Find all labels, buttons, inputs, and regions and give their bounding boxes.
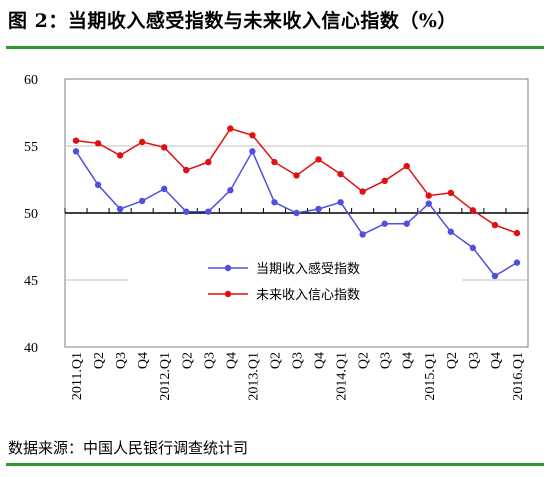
gridlines bbox=[65, 145, 528, 281]
data-point bbox=[425, 192, 432, 199]
data-point bbox=[94, 140, 102, 147]
x-tick-label: 2011.Q1 bbox=[70, 352, 85, 400]
x-tick-label: Q3 bbox=[379, 352, 394, 369]
data-point bbox=[293, 209, 300, 217]
x-tick-label: Q2 bbox=[180, 352, 195, 369]
data-point bbox=[227, 187, 234, 194]
legend-item-series-0: 当期收入感受指数 bbox=[208, 261, 360, 277]
data-point bbox=[491, 221, 499, 229]
data-point bbox=[403, 220, 410, 227]
data-point bbox=[271, 199, 278, 206]
y-tick-label-50: 50 bbox=[24, 207, 38, 222]
x-tick-label: Q3 bbox=[467, 352, 482, 369]
data-point bbox=[469, 244, 477, 252]
data-point bbox=[183, 208, 190, 215]
data-point bbox=[72, 148, 80, 155]
data-point bbox=[94, 181, 102, 189]
data-point bbox=[271, 158, 278, 166]
data-point bbox=[315, 205, 322, 213]
data-point bbox=[359, 231, 366, 238]
bottom-rule bbox=[6, 463, 544, 466]
source-note: 数据来源：中国人民银行调查统计司 bbox=[8, 439, 249, 457]
data-point bbox=[205, 208, 212, 215]
series bbox=[72, 125, 521, 280]
y-tick-label-40: 40 bbox=[24, 341, 38, 356]
y-tick-label-45: 45 bbox=[24, 274, 38, 289]
x-tick-label: 2015.Q1 bbox=[423, 352, 438, 401]
x-tick-label: 2016.Q1 bbox=[511, 352, 526, 401]
data-point bbox=[491, 272, 499, 280]
data-point bbox=[447, 228, 455, 235]
x-tick-label: Q2 bbox=[268, 352, 283, 369]
figure-title: 图 2：当期收入感受指数与未来收入信心指数（%） bbox=[8, 10, 457, 32]
legend-label-series-1: 未来收入信心指数 bbox=[256, 288, 360, 303]
data-point bbox=[403, 162, 410, 170]
legend-marker-series-1 bbox=[224, 290, 232, 298]
data-point bbox=[381, 177, 388, 185]
data-point bbox=[138, 197, 146, 205]
x-tick-label: 2014.Q1 bbox=[335, 352, 350, 401]
x-tick-label: Q3 bbox=[291, 352, 306, 369]
data-point bbox=[161, 144, 168, 151]
data-point bbox=[381, 220, 388, 227]
data-point bbox=[72, 137, 80, 144]
data-point bbox=[359, 188, 366, 195]
y-tick-label-60: 60 bbox=[24, 73, 38, 88]
data-point bbox=[293, 172, 300, 179]
data-point bbox=[161, 185, 168, 193]
x-tick-label: Q2 bbox=[445, 352, 460, 369]
legend-item-series-1: 未来收入信心指数 bbox=[208, 288, 360, 303]
x-tick-label: Q3 bbox=[202, 352, 217, 369]
data-point bbox=[138, 138, 146, 146]
legend-marker-series-0 bbox=[224, 264, 232, 272]
legend-label-series-0: 当期收入感受指数 bbox=[256, 261, 360, 277]
series-1 bbox=[72, 125, 521, 237]
legend: 当期收入感受指数 未来收入信心指数 bbox=[208, 261, 360, 303]
data-point bbox=[205, 158, 212, 166]
data-point bbox=[116, 205, 124, 213]
top-rule bbox=[6, 46, 544, 49]
x-tick-label: 2012.Q1 bbox=[158, 352, 173, 401]
y-tick-label-55: 55 bbox=[24, 140, 38, 155]
x-tick-label: Q2 bbox=[92, 352, 107, 369]
data-point bbox=[425, 200, 432, 207]
x-tick-label: Q4 bbox=[489, 352, 504, 369]
x-tick-label: 2013.Q1 bbox=[246, 352, 261, 401]
data-point bbox=[469, 207, 477, 214]
x-tick-label: Q4 bbox=[313, 352, 328, 369]
x-tick-label: Q4 bbox=[224, 352, 239, 369]
x-tick-label: Q2 bbox=[357, 352, 372, 369]
data-point bbox=[447, 189, 455, 197]
data-point bbox=[249, 132, 256, 139]
data-point bbox=[513, 259, 521, 266]
data-point bbox=[337, 170, 344, 178]
axes: 40 45 50 55 60 2011.Q1 Q2 Q3 Q4 2012.Q1 Q2 Q3 Q4 2013… bbox=[24, 73, 529, 401]
x-tick-label: Q4 bbox=[401, 352, 416, 369]
data-point bbox=[183, 166, 190, 174]
data-point bbox=[249, 148, 256, 155]
data-point bbox=[116, 152, 124, 159]
data-point bbox=[227, 125, 234, 132]
data-point bbox=[315, 156, 322, 163]
data-point bbox=[337, 199, 344, 206]
series-0 bbox=[72, 148, 521, 280]
x-tick-label: Q3 bbox=[114, 352, 129, 369]
data-point bbox=[513, 229, 521, 237]
x-tick-label: Q4 bbox=[136, 352, 151, 369]
